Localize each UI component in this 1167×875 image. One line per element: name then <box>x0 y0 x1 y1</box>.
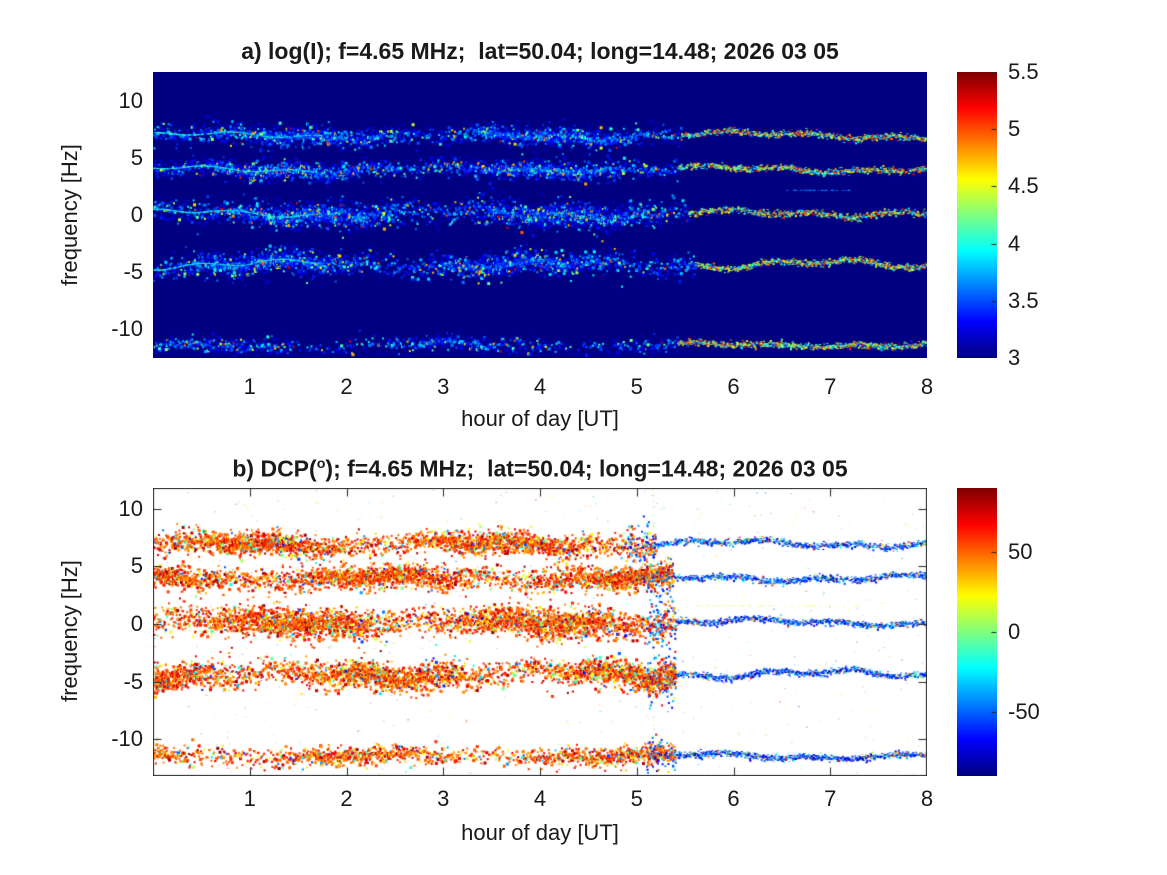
y-tick-label: 0 <box>130 202 143 227</box>
y-tick-label: 0 <box>130 610 143 636</box>
colorbar-tick-label: 0 <box>1008 619 1021 644</box>
colorbar-tick-label: -50 <box>1008 699 1040 724</box>
x-tick-label: 5 <box>630 786 643 811</box>
y-tick-label: 10 <box>118 495 143 521</box>
y-tick-label: 5 <box>130 553 143 579</box>
panel-a-title: a) log(I); f=4.65 MHz; lat=50.04; long=1… <box>241 38 839 64</box>
x-tick-label: 8 <box>920 374 934 399</box>
panel-a-colorbar <box>957 72 997 358</box>
x-tick-label: 4 <box>533 374 547 399</box>
colorbar-tick-label: 4.5 <box>1008 173 1039 199</box>
colorbar-tick-label: 4 <box>1008 230 1021 256</box>
panel-b-heatmap <box>153 488 927 776</box>
panel-b-title: b) DCP(o); f=4.65 MHz; lat=50.04; long=1… <box>153 450 927 482</box>
x-tick-label: 2 <box>340 374 353 399</box>
y-tick-label: -5 <box>123 668 143 694</box>
x-tick-label: 3 <box>437 374 450 399</box>
x-tick-label: 6 <box>727 786 740 811</box>
x-tick-label: 5 <box>630 374 643 399</box>
panel-a-heatmap <box>153 72 927 358</box>
colorbar-tick-label: 5.5 <box>1008 59 1039 84</box>
x-tick-label: 7 <box>824 786 837 811</box>
y-tick-label: -10 <box>111 316 143 342</box>
x-tick-label: 4 <box>533 786 547 811</box>
y-tick-label: -5 <box>123 259 143 285</box>
degree-superscript: o <box>316 456 326 472</box>
colorbar-tick-label: 3.5 <box>1008 287 1039 313</box>
y-tick-label: 5 <box>130 144 143 170</box>
panel-b-title-text: ); f=4.65 MHz; lat=50.04; long=14.48; 20… <box>325 455 848 482</box>
panel-b-colorbar <box>957 488 997 776</box>
panel-b-xlabel: hour of day [UT] <box>461 820 619 845</box>
colorbar-tick-label: 3 <box>1008 345 1021 370</box>
y-tick-label: -10 <box>111 726 143 752</box>
x-tick-label: 7 <box>824 374 837 399</box>
colorbar-tick-label: 5 <box>1008 116 1021 142</box>
colorbar-tick-label: 50 <box>1008 539 1033 564</box>
panel-b-title-text: b) DCP( <box>232 455 317 482</box>
x-tick-label: 2 <box>340 786 353 811</box>
x-tick-label: 3 <box>437 786 450 811</box>
y-tick-label: 10 <box>118 87 143 113</box>
x-tick-label: 8 <box>920 786 934 811</box>
x-tick-label: 6 <box>727 374 740 399</box>
x-tick-label: 1 <box>243 374 256 399</box>
panel-a-xlabel: hour of day [UT] <box>461 406 619 431</box>
x-tick-label: 1 <box>243 786 256 811</box>
